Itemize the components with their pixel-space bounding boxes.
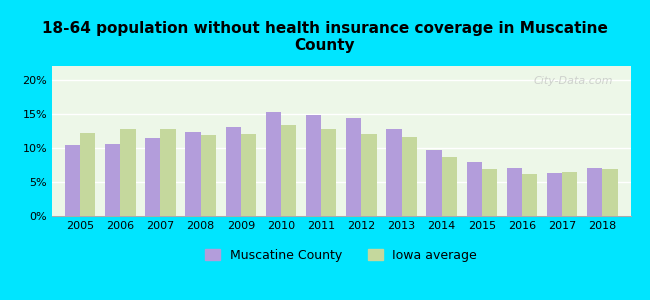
Bar [442, 157, 457, 216]
Text: City-Data.com: City-Data.com [534, 76, 613, 86]
Bar [522, 174, 538, 216]
Bar [226, 127, 240, 216]
Bar [386, 129, 402, 216]
Bar [105, 144, 120, 216]
Bar [65, 145, 80, 216]
Bar [161, 129, 176, 216]
Bar [402, 137, 417, 216]
Bar [507, 168, 522, 216]
Bar [346, 118, 361, 216]
Bar [80, 133, 96, 216]
Text: 18-64 population without health insurance coverage in Muscatine
County: 18-64 population without health insuranc… [42, 21, 608, 53]
Bar [547, 173, 562, 216]
Bar [185, 132, 201, 216]
Bar [145, 138, 161, 216]
Bar [281, 124, 296, 216]
Bar [482, 169, 497, 216]
Bar [201, 135, 216, 216]
Bar [587, 168, 603, 216]
Legend: Muscatine County, Iowa average: Muscatine County, Iowa average [200, 244, 482, 267]
Bar [426, 150, 442, 216]
Bar [306, 115, 321, 216]
Bar [266, 112, 281, 216]
Bar [562, 172, 577, 216]
Bar [467, 162, 482, 216]
Bar [120, 129, 136, 216]
Bar [240, 134, 256, 216]
Bar [361, 134, 376, 216]
Bar [321, 129, 337, 216]
Bar [603, 169, 618, 216]
